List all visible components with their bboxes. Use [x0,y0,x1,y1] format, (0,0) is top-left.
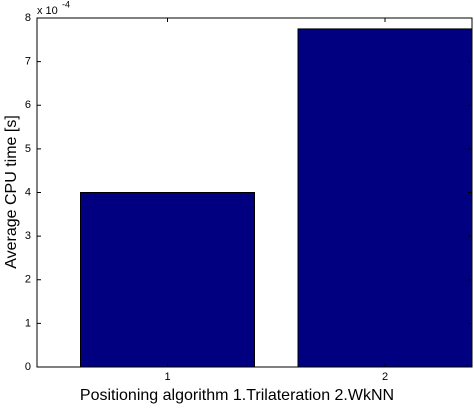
x-tick-label: 2 [382,371,388,383]
y-scale-base: x 10 [37,5,58,17]
y-tick-label: 8 [25,12,31,24]
y-scale-exponent: -4 [62,0,70,9]
y-tick-label: 0 [25,361,31,373]
y-tick-label: 7 [25,56,31,68]
y-tick-label: 2 [25,274,31,286]
bar [297,28,473,368]
y-tick-label: 4 [25,186,31,198]
y-axis-label: Average CPU time [s] [3,115,20,269]
y-tick-label: 1 [25,317,31,329]
y-tick-label: 3 [25,230,31,242]
y-tick-label: 6 [25,99,31,111]
x-axis-label: Positioning algorithm 1.Trilateration 2.… [80,387,394,404]
x-tick-label: 1 [164,371,170,383]
bar [80,192,255,368]
y-tick-label: 5 [25,143,31,155]
